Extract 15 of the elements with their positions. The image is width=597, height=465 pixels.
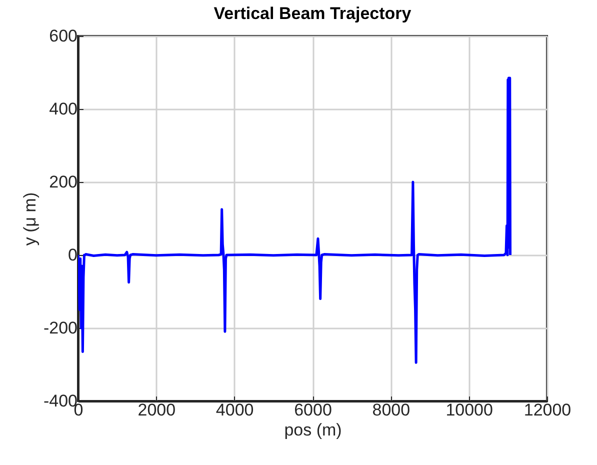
y-tick-label: 200: [49, 172, 78, 192]
x-tick-label: 10000: [446, 400, 493, 420]
x-tick-label: 2000: [138, 400, 176, 420]
y-tick-label: -200: [43, 318, 78, 338]
x-axis-title: pos (m): [284, 420, 342, 440]
y-tick-label: 400: [49, 100, 78, 118]
chart-title: Vertical Beam Trajectory: [214, 4, 412, 23]
x-tick-label: 6000: [294, 400, 332, 420]
y-tick-label: 600: [49, 26, 78, 46]
y-tick-label: 0: [68, 246, 78, 264]
x-tick-label: 4000: [216, 400, 254, 420]
x-tick-label: 12000: [524, 400, 572, 420]
x-tick-label: 8000: [372, 400, 410, 420]
line-series: [78, 76, 512, 364]
y-axis-title: y (μ m): [20, 192, 40, 246]
